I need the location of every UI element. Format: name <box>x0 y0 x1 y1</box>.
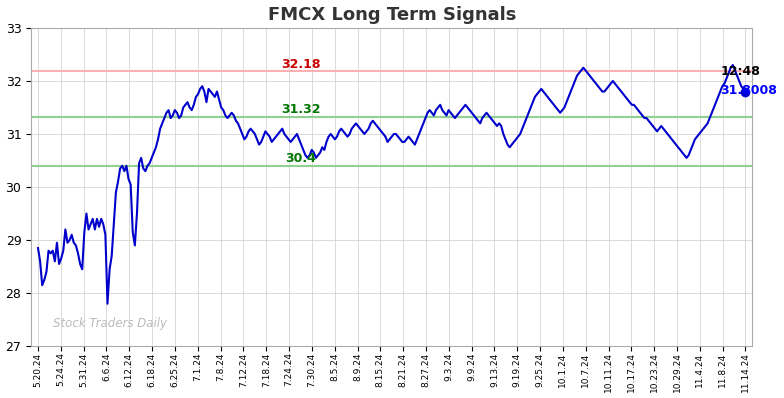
Text: 31.32: 31.32 <box>281 103 320 116</box>
Text: 12:48: 12:48 <box>720 65 760 78</box>
Text: 31.8008: 31.8008 <box>720 84 778 97</box>
Title: FMCX Long Term Signals: FMCX Long Term Signals <box>267 6 516 23</box>
Text: 32.18: 32.18 <box>281 58 320 71</box>
Text: Stock Traders Daily: Stock Traders Daily <box>53 317 167 330</box>
Text: 30.4: 30.4 <box>285 152 316 165</box>
